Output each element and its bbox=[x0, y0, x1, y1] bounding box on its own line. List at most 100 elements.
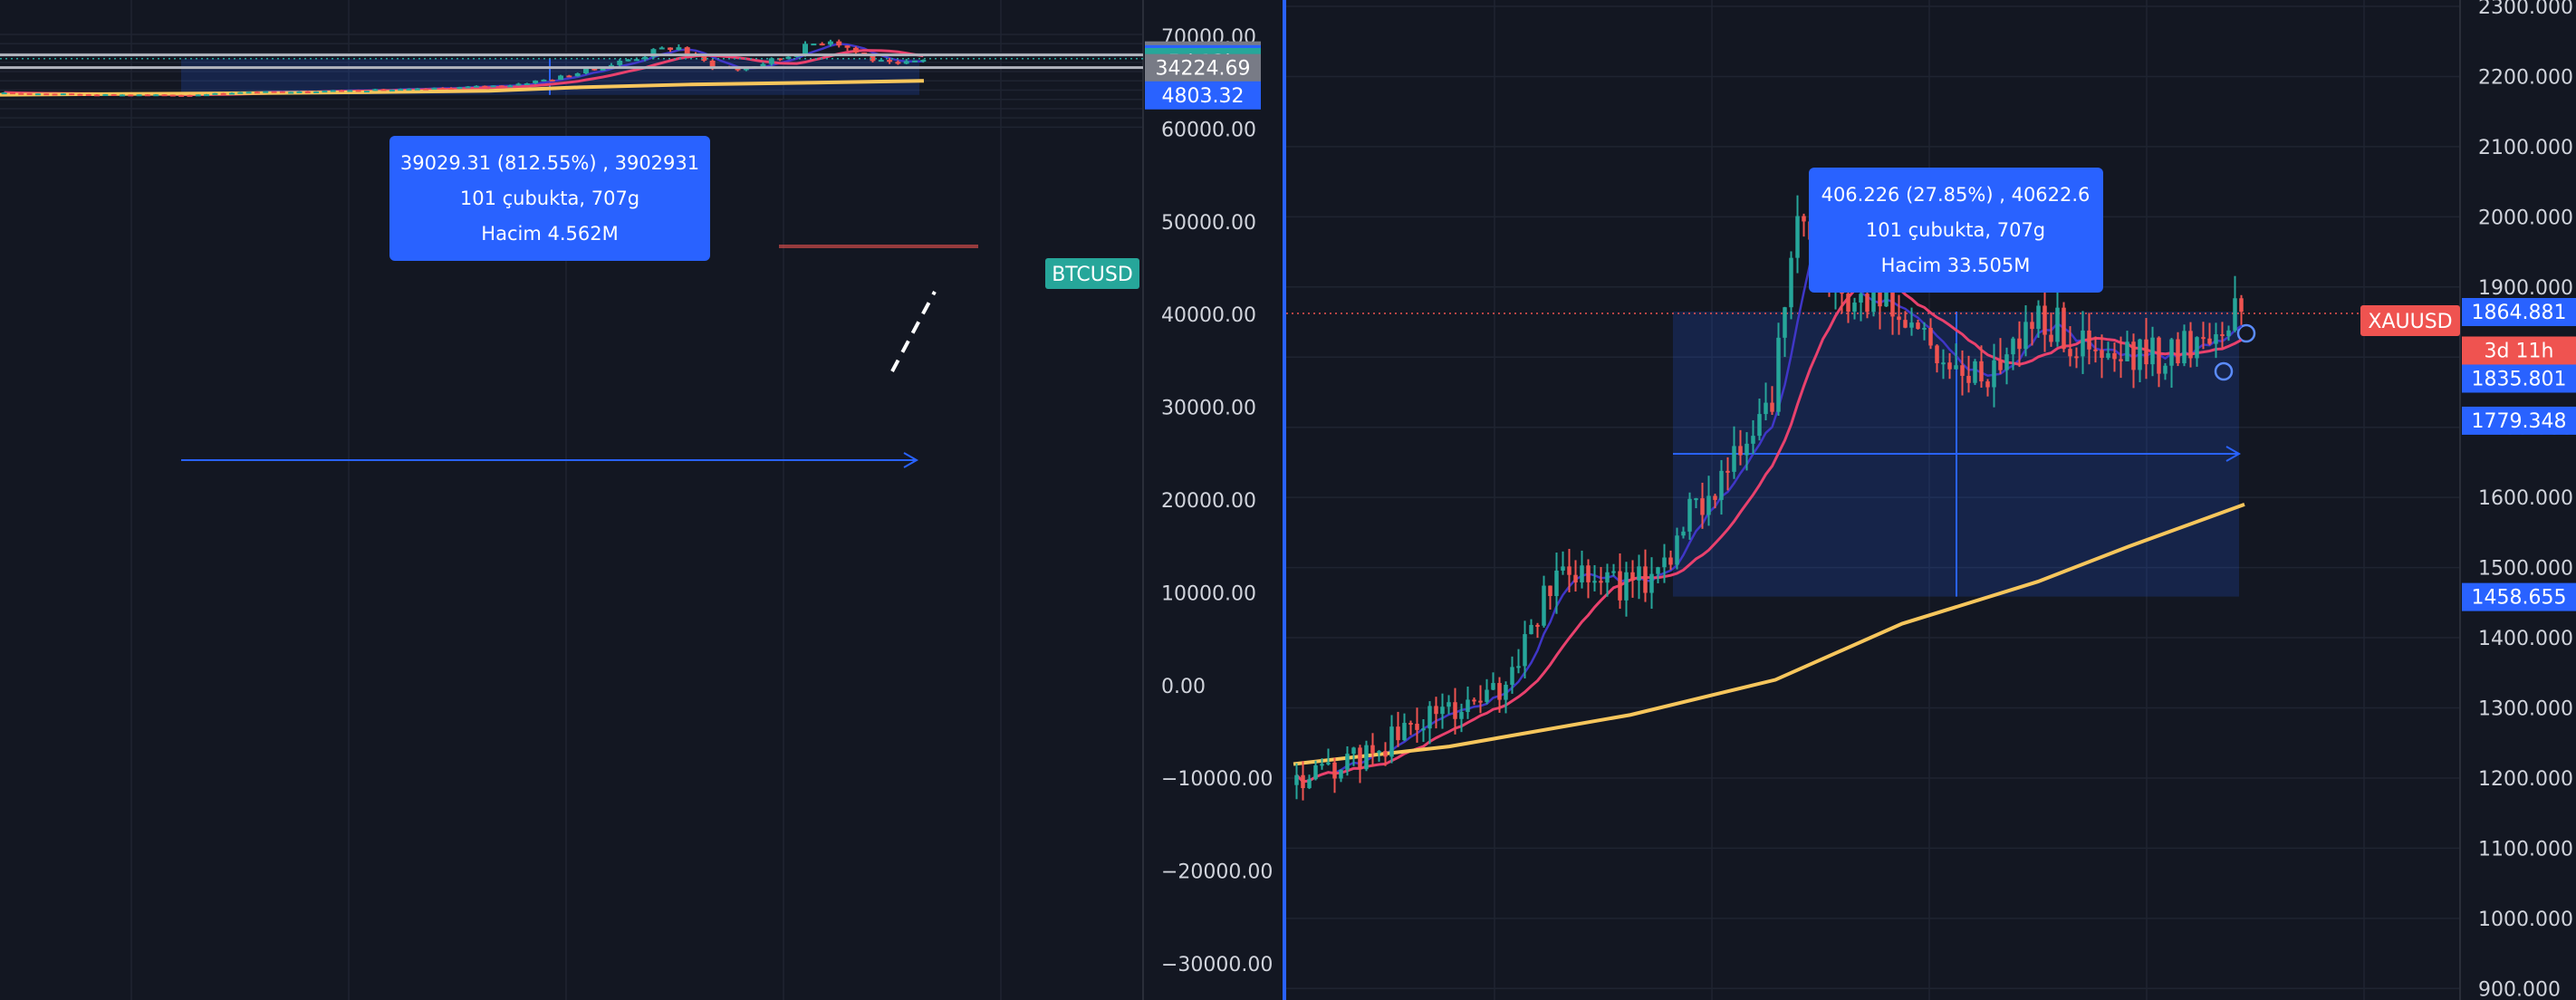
left-measure-range[interactable] bbox=[181, 58, 919, 468]
left-range-arrow bbox=[903, 452, 919, 468]
right-candle-body bbox=[1922, 327, 1927, 330]
left-candle-body bbox=[60, 93, 66, 96]
right-candle-body bbox=[1427, 706, 1432, 729]
right-candle-body bbox=[1795, 216, 1800, 258]
right-candle-body bbox=[1523, 634, 1527, 667]
left-candle-body bbox=[43, 93, 50, 96]
right-measure-range[interactable] bbox=[1286, 311, 2460, 597]
left-candle-body bbox=[558, 75, 564, 81]
right-candle-body bbox=[2043, 305, 2047, 335]
left-price-scale[interactable]: 70000.0060000.0050000.0040000.0030000.00… bbox=[1161, 26, 1273, 976]
left-candle-body bbox=[827, 41, 833, 45]
left-candle-body bbox=[668, 47, 674, 51]
right-symbol-label[interactable]: XAUUSD bbox=[2360, 305, 2460, 336]
right-candle-body bbox=[2004, 354, 2009, 370]
right-candle-body bbox=[2233, 298, 2237, 331]
left-candle-body bbox=[633, 59, 639, 62]
left-candle-body bbox=[490, 85, 496, 88]
left-candle-body bbox=[903, 61, 909, 64]
right-candle-body bbox=[1542, 585, 1546, 626]
right-candle-body bbox=[1776, 337, 1781, 412]
right-candle-body bbox=[1472, 699, 1476, 702]
right-candle-body bbox=[1605, 572, 1610, 583]
left-candle-body bbox=[887, 60, 893, 62]
right-candle-body bbox=[1510, 667, 1514, 686]
left-candle-body bbox=[85, 93, 91, 96]
left-axis-tick: 30000.00 bbox=[1161, 398, 1256, 420]
left-candle-body bbox=[625, 59, 631, 62]
right-candle-body bbox=[1453, 702, 1457, 719]
right-candle-body bbox=[1992, 360, 1996, 388]
right-grid bbox=[1286, 0, 2461, 1000]
left-candle-body bbox=[852, 47, 859, 53]
left-candle-body bbox=[380, 89, 387, 91]
right-candle-body bbox=[1396, 726, 1400, 741]
right-candle-body bbox=[2176, 339, 2180, 364]
right-candle-body bbox=[1567, 566, 1572, 575]
left-candle-body bbox=[204, 94, 210, 97]
right-candle-body bbox=[1415, 724, 1419, 730]
left-axis-tick: 0.00 bbox=[1161, 676, 1206, 698]
left-candle-body bbox=[245, 91, 252, 94]
left-candle-body bbox=[658, 47, 665, 50]
right-candle-body bbox=[1973, 361, 1977, 383]
right-candle-body bbox=[1554, 570, 1559, 597]
right-candle-body bbox=[1580, 565, 1584, 582]
right-candle-body bbox=[2093, 349, 2098, 351]
right-candle-body bbox=[1370, 745, 1375, 754]
left-candle-body bbox=[34, 93, 41, 96]
right-axis-tick: 900.000 bbox=[2478, 978, 2561, 1000]
right-price-scale[interactable]: 2300.000 2200.000 2100.000 2000.000 1900.000… bbox=[2478, 0, 2573, 1000]
right-range-arrow bbox=[2225, 446, 2242, 462]
right-candle-body bbox=[2055, 307, 2060, 342]
right-price-tag-label: 1458.655 bbox=[2472, 587, 2567, 610]
right-candle-body bbox=[1529, 624, 1533, 635]
right-candle-body bbox=[1459, 712, 1464, 719]
right-price-tag-label: 1779.348 bbox=[2472, 410, 2567, 433]
right-candle-body bbox=[1466, 699, 1470, 713]
right-price-tags: 1864.881 3d 11h 1835.801 1779.348 1458.655 bbox=[2462, 297, 2576, 611]
right-candle-body bbox=[1764, 402, 1768, 415]
left-candle-body bbox=[566, 75, 572, 78]
right-axis-tick: 1900.000 bbox=[2478, 277, 2573, 300]
left-candle-body bbox=[18, 92, 24, 95]
right-candle-body bbox=[2068, 349, 2072, 357]
right-candle-body bbox=[1618, 571, 1622, 601]
right-candle-body bbox=[1935, 345, 1939, 363]
left-candle-body bbox=[263, 91, 269, 93]
left-candle-body bbox=[187, 94, 193, 97]
right-axis-tick: 1200.000 bbox=[2478, 768, 2573, 791]
right-candle-body bbox=[1389, 726, 1394, 757]
left-candle-body bbox=[406, 88, 412, 91]
right-marker-circle bbox=[2214, 361, 2234, 381]
right-candle-body bbox=[1903, 320, 1908, 328]
panel-divider[interactable] bbox=[1283, 0, 1286, 1000]
left-axis-tick: 60000.00 bbox=[1161, 119, 1256, 141]
left-ma-slow-line bbox=[0, 79, 925, 97]
left-candle-body bbox=[457, 87, 463, 90]
right-info-box: 406.226 (27.85%) , 40622.6 101 çubukta, … bbox=[1809, 168, 2103, 293]
left-axis-tick: 20000.00 bbox=[1161, 490, 1256, 513]
left-symbol-label[interactable]: BTCUSD bbox=[1045, 258, 1139, 289]
left-horizontal-lines[interactable] bbox=[0, 53, 1143, 70]
right-candle-body bbox=[1535, 624, 1540, 627]
right-candle-body bbox=[1408, 723, 1413, 726]
right-candle-body bbox=[1339, 769, 1343, 779]
right-candle-body bbox=[1783, 307, 1787, 338]
right-candle-body bbox=[1504, 685, 1508, 700]
right-info-line1: 406.226 (27.85%) , 40622.6 bbox=[1821, 184, 2091, 206]
right-candle-body bbox=[1738, 446, 1743, 456]
left-axis-tick: −20000.00 bbox=[1161, 861, 1273, 884]
left-candle-body bbox=[153, 94, 159, 97]
left-candle-body bbox=[237, 91, 244, 94]
right-candle-body bbox=[2188, 331, 2193, 359]
right-price-tag bbox=[2462, 297, 2576, 326]
right-candle-body bbox=[1719, 470, 1724, 500]
left-candle-body bbox=[372, 89, 379, 91]
left-price-tag-label: 4803.32 bbox=[1162, 85, 1245, 108]
left-candle-body bbox=[414, 88, 420, 91]
right-candle-body bbox=[1928, 327, 1933, 346]
right-candle-body bbox=[2131, 341, 2136, 370]
